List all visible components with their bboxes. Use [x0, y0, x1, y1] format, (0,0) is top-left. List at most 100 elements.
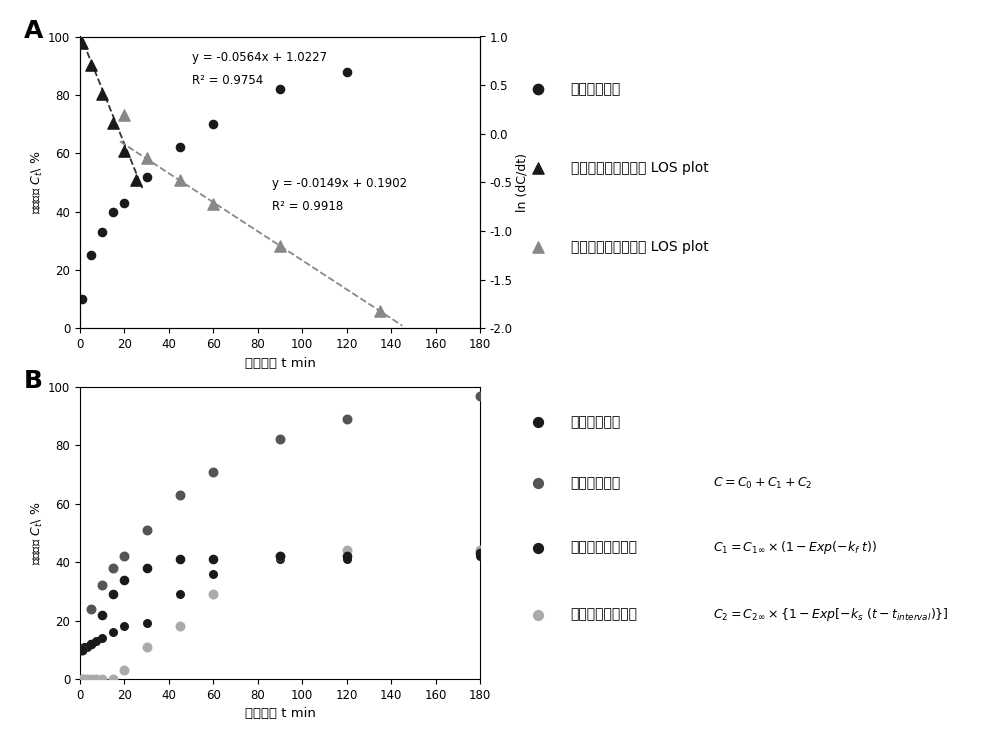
X-axis label: 消化时间 t min: 消化时间 t min [245, 707, 315, 721]
Point [128, 174, 144, 185]
Point [74, 644, 90, 656]
Y-axis label: 淠粉消化$\ C_t$\ %: 淠粉消化$\ C_t$\ % [30, 502, 45, 564]
Point [205, 553, 221, 565]
Point [339, 550, 355, 562]
Point [105, 673, 121, 685]
Point [172, 142, 188, 153]
Point [94, 226, 110, 238]
Point [79, 641, 95, 653]
Point [74, 644, 90, 656]
Point [339, 553, 355, 565]
Point [272, 83, 288, 95]
Point [88, 673, 104, 685]
Point [116, 550, 132, 562]
Point [205, 466, 221, 477]
Point [139, 641, 155, 653]
Point [530, 416, 546, 428]
Text: y = -0.0149x + 0.1902: y = -0.0149x + 0.1902 [272, 177, 407, 190]
Point [205, 588, 221, 600]
Text: 后期消化模拟数据: 后期消化模拟数据 [571, 607, 638, 622]
Point [105, 626, 121, 638]
Text: 先期快速消化阶段的 LOS plot: 先期快速消化阶段的 LOS plot [571, 161, 708, 175]
Point [272, 553, 288, 565]
Point [372, 305, 388, 317]
Point [339, 413, 355, 425]
Point [83, 59, 99, 71]
Point [105, 588, 121, 600]
Text: B: B [24, 369, 43, 393]
Point [94, 632, 110, 644]
Point [94, 580, 110, 591]
Point [139, 171, 155, 182]
Point [105, 118, 121, 129]
Point [172, 620, 188, 632]
Point [530, 162, 546, 174]
Point [472, 545, 488, 556]
Point [83, 250, 99, 261]
Text: 先期消化模拟数据: 先期消化模拟数据 [571, 540, 638, 555]
Point [172, 489, 188, 501]
Point [272, 434, 288, 445]
Text: A: A [24, 19, 43, 43]
Point [139, 618, 155, 629]
Text: y = -0.0564x + 1.0227: y = -0.0564x + 1.0227 [192, 51, 327, 64]
Point [83, 638, 99, 650]
Point [74, 644, 90, 656]
Point [139, 562, 155, 574]
Point [172, 174, 188, 185]
Point [94, 88, 110, 100]
Text: 试验原始数据: 试验原始数据 [571, 82, 621, 96]
Point [272, 550, 288, 562]
Point [74, 293, 90, 305]
Point [88, 635, 104, 647]
Point [205, 568, 221, 580]
Point [116, 664, 132, 676]
Y-axis label: 淠粉消化$\ C_t$\ %: 淠粉消化$\ C_t$\ % [30, 151, 45, 214]
Point [205, 198, 221, 210]
Text: 后期慢速消化阶段的 LOS plot: 后期慢速消化阶段的 LOS plot [571, 239, 708, 254]
Point [83, 603, 99, 615]
Point [94, 609, 110, 620]
Text: $C_2 = C_{2\infty} \times \{1 - Exp[-k_s\ (t - t_{interval})\}]$: $C_2 = C_{2\infty} \times \{1 - Exp[-k_s… [713, 606, 949, 623]
Point [530, 241, 546, 253]
Text: $C = C_0 + C_1 + C_2$: $C = C_0 + C_1 + C_2$ [713, 476, 813, 491]
Point [339, 545, 355, 556]
Point [83, 638, 99, 650]
Point [339, 66, 355, 77]
Point [76, 641, 92, 653]
Point [472, 550, 488, 562]
Text: 综合模拟数据: 综合模拟数据 [571, 476, 621, 491]
Point [74, 673, 90, 685]
Point [105, 206, 121, 218]
X-axis label: 消化时间 t min: 消化时间 t min [245, 357, 315, 370]
Point [139, 153, 155, 164]
Text: R² = 0.9754: R² = 0.9754 [192, 74, 263, 88]
Point [83, 673, 99, 685]
Point [272, 550, 288, 562]
Point [530, 609, 546, 620]
Point [472, 548, 488, 559]
Text: $C_1 = C_{1\infty} \times (1 - Exp(-k_f\ t))$: $C_1 = C_{1\infty} \times (1 - Exp(-k_f\… [713, 539, 878, 556]
Point [272, 240, 288, 252]
Point [205, 118, 221, 130]
Point [76, 673, 92, 685]
Point [79, 673, 95, 685]
Text: R² = 0.9918: R² = 0.9918 [272, 200, 343, 213]
Point [172, 553, 188, 565]
Y-axis label: ln (dC/dt): ln (dC/dt) [516, 153, 529, 212]
Point [74, 37, 90, 49]
Point [172, 588, 188, 600]
Point [530, 542, 546, 553]
Point [530, 477, 546, 489]
Point [116, 110, 132, 121]
Text: 试验原始数据: 试验原始数据 [571, 415, 621, 429]
Point [139, 524, 155, 536]
Point [116, 197, 132, 209]
Point [116, 620, 132, 632]
Point [105, 562, 121, 574]
Point [94, 673, 110, 685]
Point [472, 390, 488, 402]
Point [116, 574, 132, 585]
Point [116, 145, 132, 157]
Point [530, 83, 546, 95]
